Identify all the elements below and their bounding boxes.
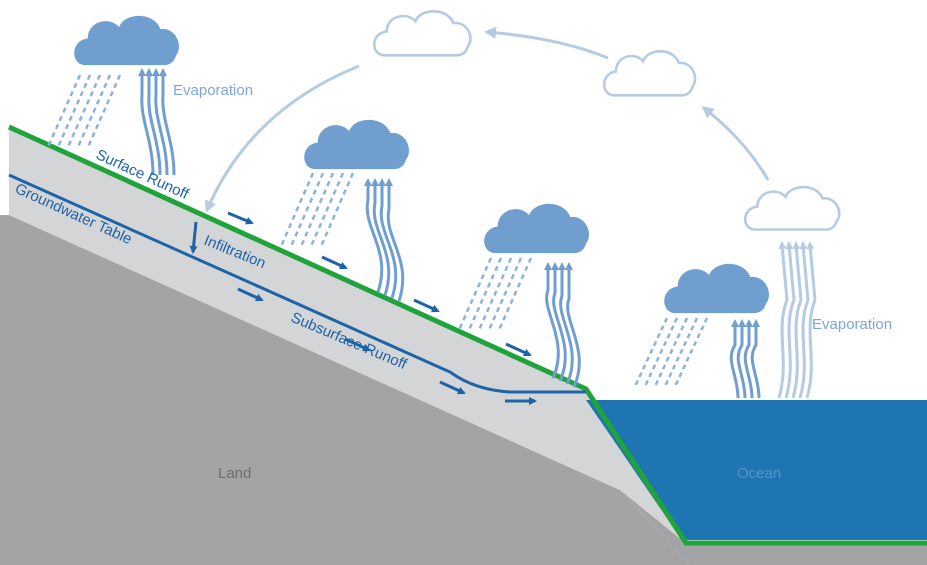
atmosphere-arrows <box>205 26 770 213</box>
outline-clouds <box>372 9 841 231</box>
flow-arrow <box>505 342 532 357</box>
terrain <box>0 124 927 565</box>
rain-icon <box>633 316 709 388</box>
evaporation-streams <box>138 68 817 399</box>
flow-arrow <box>439 380 466 395</box>
land-surface-line <box>7 124 927 546</box>
rain-icon <box>457 256 533 332</box>
cloud-icon <box>602 50 697 97</box>
evaporation-icon <box>364 178 405 302</box>
infiltration-arrow <box>189 221 198 254</box>
rain-icon <box>46 73 122 149</box>
flow-arrow <box>413 298 440 313</box>
evaporation-label-land: Evaporation <box>173 82 253 99</box>
flow-arrow <box>237 287 264 302</box>
cloud-icon <box>484 203 589 254</box>
seabed <box>620 490 927 565</box>
evaporation-icon <box>777 241 817 399</box>
cloud-icon <box>304 119 409 170</box>
arrow-icon <box>205 64 360 213</box>
ocean-label: Ocean <box>737 465 781 482</box>
evaporation-icon <box>729 319 761 399</box>
ocean-water <box>586 400 927 540</box>
cloud-icon <box>372 9 472 57</box>
evaporation-icon <box>544 262 581 388</box>
soil-upper-layer <box>9 127 688 545</box>
flow-arrow <box>321 255 348 270</box>
arrow-icon <box>484 26 609 60</box>
rain-icon <box>279 171 355 248</box>
land-lower <box>0 215 690 565</box>
evaporation-label-ocean: Evaporation <box>812 316 892 333</box>
evaporation-icon <box>138 68 176 176</box>
groundwater-table-line <box>8 173 586 394</box>
land-label: Land <box>218 465 251 482</box>
flow-arrow <box>344 337 371 352</box>
cloud-icon <box>743 185 841 231</box>
arrow-icon <box>701 106 770 181</box>
flow-arrow <box>227 211 254 225</box>
cloud-icon <box>664 263 769 314</box>
cloud-icon <box>74 15 179 66</box>
groundwater-flows <box>8 173 586 405</box>
